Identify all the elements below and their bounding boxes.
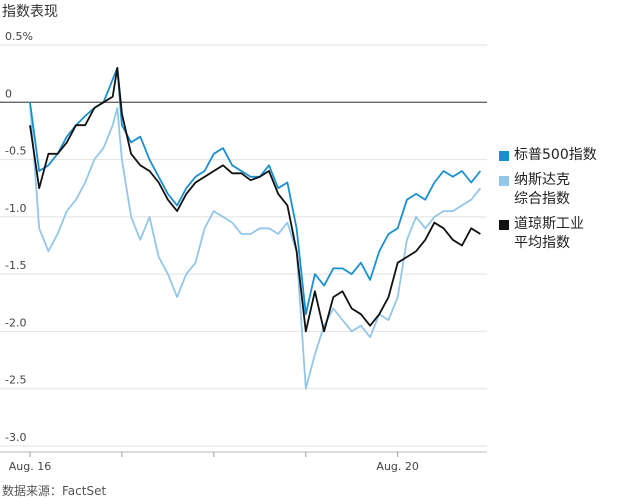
source-note: 数据来源：FactSet	[2, 484, 107, 498]
series-line	[29, 67, 481, 333]
legend-label: 纳斯达克综合指数	[514, 172, 570, 207]
legend-label: 标普500指数	[514, 147, 597, 163]
x-tick-label: Aug. 16	[9, 460, 51, 473]
legend-label: 道琼斯工业平均指数	[514, 216, 584, 251]
legend-item: 纳斯达克综合指数	[499, 171, 597, 209]
series-line	[29, 67, 482, 316]
legend: 标普500指数纳斯达克综合指数 道琼斯工业平均指数	[499, 146, 597, 259]
legend-swatch	[499, 176, 509, 186]
legend-swatch	[499, 220, 509, 230]
legend-swatch	[499, 151, 509, 161]
chart-title: 指数表现	[2, 4, 58, 20]
legend-item: 标普500指数	[499, 146, 597, 165]
series-line	[29, 102, 482, 390]
y-tick-label: 0.5%	[5, 30, 33, 43]
y-tick-label: -0.5	[5, 145, 26, 158]
y-tick-label: -3.0	[5, 431, 26, 444]
y-tick-label: -2.0	[5, 316, 26, 329]
legend-item: 道琼斯工业平均指数	[499, 215, 597, 253]
y-tick-label: -1.5	[5, 259, 26, 272]
y-tick-label: 0	[5, 87, 12, 100]
y-tick-label: -2.5	[5, 374, 26, 387]
x-tick-label: Aug. 20	[376, 460, 418, 473]
y-tick-label: -1.0	[5, 202, 26, 215]
